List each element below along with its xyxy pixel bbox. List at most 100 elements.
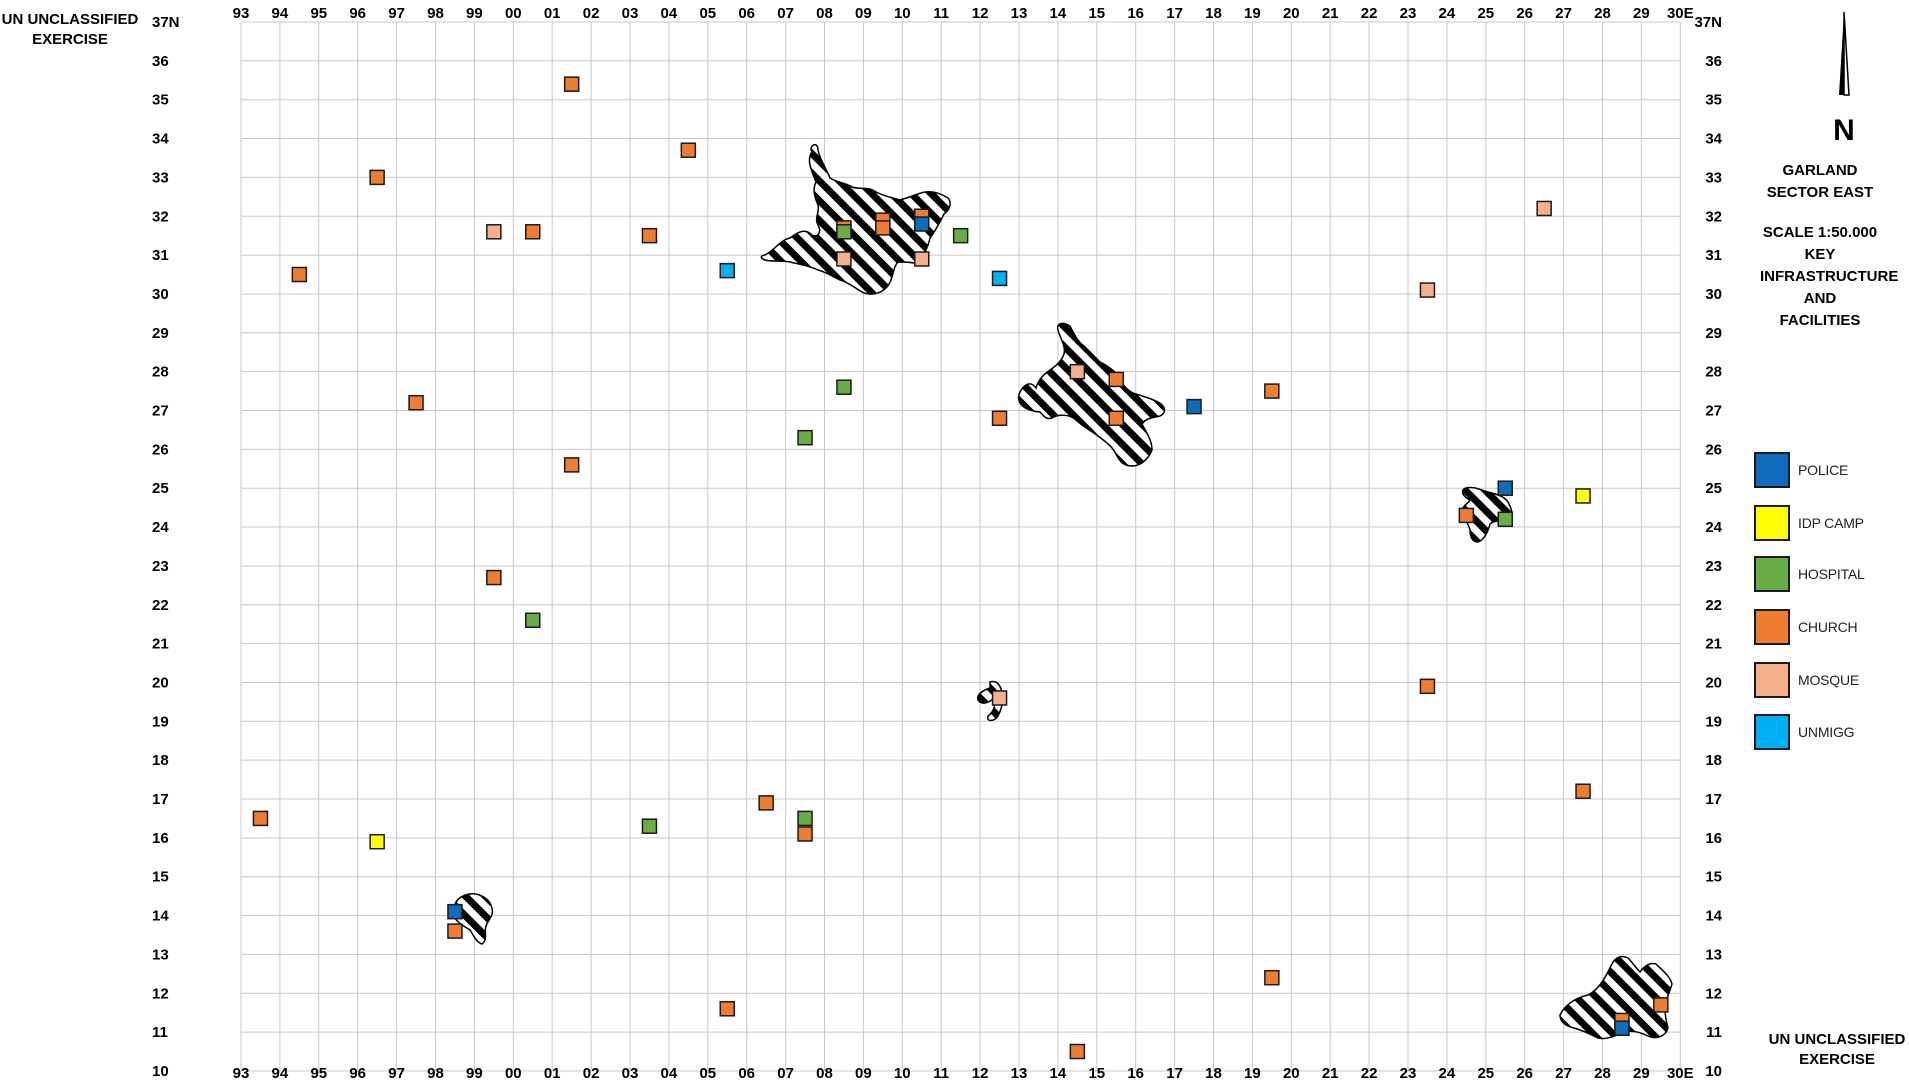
church-marker[interactable] [291,266,308,283]
northing-label-left: 18 [152,752,169,769]
church-marker[interactable] [758,795,774,811]
northing-label-right: 34 [1705,131,1722,148]
legend-label-police: POLICE [1798,462,1849,478]
northing-label-left: 30 [152,286,169,303]
church-marker[interactable] [1069,1043,1086,1060]
mosque-marker[interactable] [1419,282,1436,298]
hospital-marker[interactable] [797,810,813,827]
easting-label-top: 26 [1516,5,1533,22]
mosque-marker[interactable] [836,251,852,267]
easting-label-bottom: 12 [972,1065,989,1081]
easting-label-bottom: 01 [544,1065,561,1081]
classification-top-left: UN UNCLASSIFIED EXERCISE [0,10,140,50]
north-arrow: N [1824,10,1864,147]
map-scale-line5: FACILITIES [1779,312,1861,329]
easting-label-top: 01 [544,5,561,22]
hospital-marker[interactable] [836,379,852,395]
church-marker[interactable] [252,810,269,827]
church-marker[interactable] [369,169,385,186]
mosque-marker[interactable] [1536,200,1552,217]
church-marker[interactable] [680,142,697,158]
church-marker[interactable] [447,923,463,939]
easting-label-bottom: 98 [427,1065,444,1081]
easting-label-bottom: 94 [272,1065,289,1081]
church-marker[interactable] [1108,371,1124,388]
easting-label-bottom: 06 [738,1065,755,1081]
urban-area-09-31 [760,143,951,295]
hospital-marker[interactable] [836,224,852,240]
grid-lines [240,21,1681,1072]
northing-label-left: 26 [152,441,169,458]
easting-label-bottom: 05 [699,1065,716,1081]
northing-label-left: 14 [152,908,169,925]
church-marker[interactable] [1575,783,1591,799]
mosque-marker[interactable] [991,690,1008,706]
police-marker[interactable] [914,216,930,232]
easting-label-top: 15 [1088,5,1105,22]
police-marker[interactable] [1497,480,1513,496]
easting-label-bottom: 95 [310,1065,327,1081]
easting-label-top: 28 [1594,5,1611,22]
classification-bottom-right-line2: EXERCISE [1799,1051,1875,1068]
church-marker[interactable] [1108,410,1124,427]
church-marker[interactable] [719,1001,735,1017]
unmigg-marker[interactable] [991,270,1008,287]
map-scale-line4: AND [1803,290,1837,307]
church-marker[interactable] [563,76,580,92]
church-marker[interactable] [991,410,1008,427]
easting-label-top: 20 [1283,5,1300,22]
hospital-marker[interactable] [952,227,969,244]
northing-label-right: 37N [1694,14,1722,31]
easting-label-top: 13 [1011,5,1028,22]
easting-label-top: 16 [1127,5,1144,22]
church-marker[interactable] [525,224,541,240]
easting-label-bottom: 29 [1633,1065,1650,1081]
legend-swatch-hospital [1754,556,1790,592]
easting-label-top: 17 [1166,5,1183,22]
church-marker[interactable] [797,826,813,842]
easting-label-top: 30E [1667,5,1694,22]
easting-label-bottom: 27 [1555,1065,1572,1081]
church-marker[interactable] [875,220,891,236]
police-marker[interactable] [447,903,463,920]
legend-swatch-idp-camp [1754,505,1790,541]
easting-label-top: 27 [1555,5,1572,22]
northing-label-right: 14 [1705,908,1722,925]
mosque-marker[interactable] [914,251,930,267]
church-marker[interactable] [563,457,580,473]
northing-label-left: 28 [152,364,169,381]
easting-label-bottom: 17 [1166,1065,1183,1081]
church-marker[interactable] [1264,969,1280,986]
legend-item-police: POLICE [1754,450,1904,490]
hospital-marker[interactable] [797,429,813,446]
hospital-marker[interactable] [641,818,658,834]
mosque-marker[interactable] [486,224,502,240]
mosque-marker[interactable] [1069,363,1086,380]
easting-label-top: 22 [1361,5,1378,22]
hospital-marker[interactable] [525,612,541,629]
church-marker[interactable] [641,227,658,244]
idp-marker[interactable] [369,833,385,850]
hospital-marker[interactable] [1497,511,1513,528]
legend-label-church: CHURCH [1798,619,1858,635]
church-marker[interactable] [1419,678,1436,695]
unmigg-marker[interactable] [719,262,735,279]
easting-label-bottom: 11 [933,1065,949,1081]
church-marker[interactable] [408,394,424,411]
police-marker[interactable] [1614,1020,1630,1036]
northing-label-left: 37N [152,14,180,31]
easting-label-top: 25 [1477,5,1494,22]
idp-marker[interactable] [1575,488,1591,504]
police-marker[interactable] [1186,398,1202,415]
easting-label-top: 21 [1322,5,1339,22]
northing-label-right: 13 [1705,946,1722,963]
legend-item-mosque: MOSQUE [1754,660,1904,700]
easting-label-bottom: 04 [661,1065,678,1081]
church-marker[interactable] [1264,383,1280,399]
easting-label-top: 02 [583,5,600,22]
northing-label-right: 24 [1705,519,1722,536]
church-marker[interactable] [1653,997,1669,1013]
northing-label-left: 23 [152,558,169,575]
church-marker[interactable] [1458,507,1475,524]
church-marker[interactable] [486,569,502,586]
